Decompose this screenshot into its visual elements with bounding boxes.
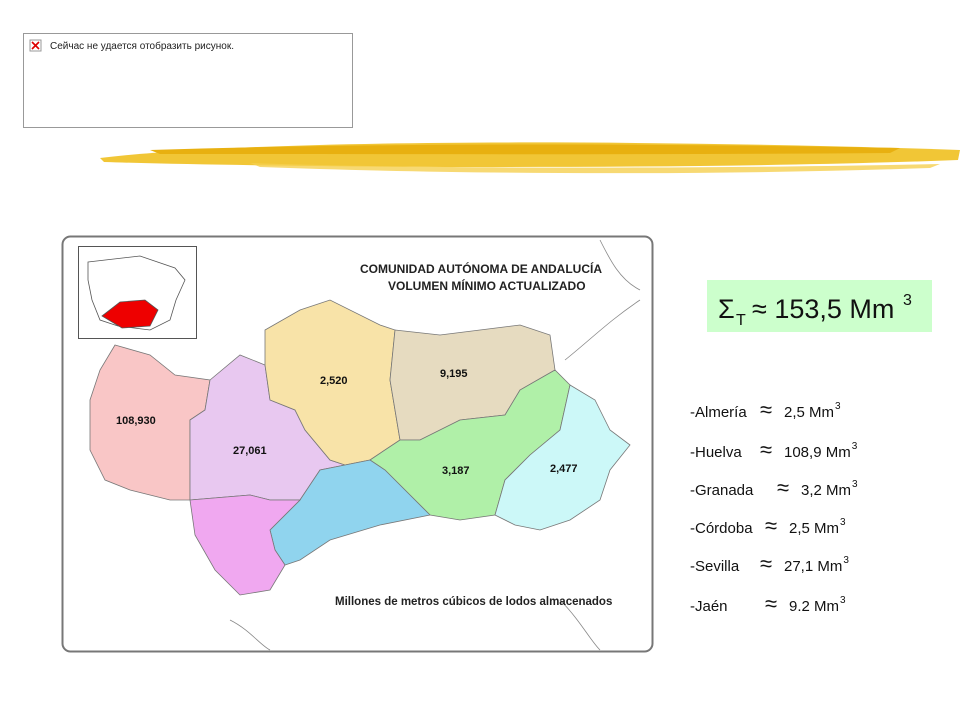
item-approx: ≈ <box>760 551 772 576</box>
map-title: COMUNIDAD AUTÓNOMA DE ANDALUCÍA <box>360 261 602 276</box>
map-caption: Millones de metros cúbicos de lodos alma… <box>335 596 612 608</box>
regions <box>89 299 631 596</box>
item-approx: ≈ <box>777 475 789 500</box>
item-label: -Jaén <box>690 598 728 615</box>
item-value: 27,1 Mm <box>784 558 842 575</box>
region-label: 9,195 <box>440 368 468 380</box>
total-text: ≈ 153,5 Mm <box>752 294 894 324</box>
item-label: -Córdoba <box>690 520 753 537</box>
total-exp: 3 <box>903 292 912 309</box>
item-exp: 3 <box>843 555 849 566</box>
broken-icon-x <box>31 41 40 50</box>
item-approx: ≈ <box>760 397 772 422</box>
item-exp: 3 <box>840 517 846 528</box>
region-label: 2,520 <box>320 375 348 387</box>
item-exp: 3 <box>852 479 858 490</box>
item-exp: 3 <box>852 441 858 452</box>
total-sub: T <box>736 312 746 329</box>
item-label: -Granada <box>690 482 754 499</box>
item-approx: ≈ <box>760 437 772 462</box>
item-value: 2,5 Mm <box>784 404 834 421</box>
item-label: -Huelva <box>690 444 742 461</box>
region-label: 108,930 <box>116 415 156 427</box>
item-exp: 3 <box>840 595 846 606</box>
brush-stroke <box>100 142 960 174</box>
broken-image-frame <box>23 33 353 128</box>
item-label: -Sevilla <box>690 558 740 575</box>
broken-image-text: Сейчас не удается отобразить рисунок. <box>50 40 234 52</box>
item-approx: ≈ <box>765 513 777 538</box>
item-value: 2,5 Mm <box>789 520 839 537</box>
total-box <box>707 280 932 332</box>
region-label: 27,061 <box>233 445 267 457</box>
inset-andalucia <box>101 299 159 329</box>
item-value: 9.2 Mm <box>789 598 839 615</box>
item-value: 3,2 Mm <box>801 482 851 499</box>
total-sigma: Σ <box>718 294 735 324</box>
coast-lines <box>229 239 641 651</box>
region-label: 2,477 <box>550 463 578 475</box>
region-label: 3,187 <box>442 465 470 477</box>
item-label: -Almería <box>690 404 747 421</box>
item-exp: 3 <box>835 401 841 412</box>
map-title: VOLUMEN MÍNIMO ACTUALIZADO <box>388 278 586 293</box>
item-value: 108,9 Mm <box>784 444 851 461</box>
item-approx: ≈ <box>765 591 777 616</box>
volume-list: -Almería ≈2,5 Mm 3-Huelva ≈108,9 Mm 3-Granad… <box>690 397 858 616</box>
